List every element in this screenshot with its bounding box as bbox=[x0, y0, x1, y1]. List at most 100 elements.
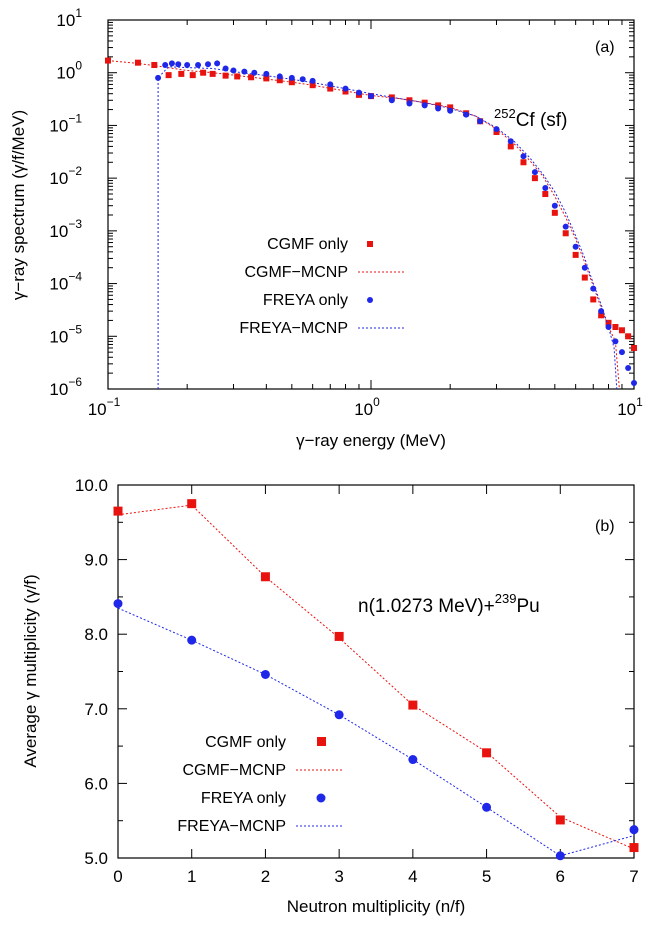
series-b-2-point bbox=[629, 825, 639, 835]
series-a-2-point bbox=[421, 102, 428, 109]
series-a-2-point bbox=[327, 81, 334, 88]
legend-a-cgmf-only: CGMF only bbox=[267, 236, 348, 253]
series-b-3-line bbox=[117, 607, 635, 857]
legend-b-cgmf-mcnp: CGMF−MCNP bbox=[182, 762, 286, 779]
series-b-0-point bbox=[260, 572, 270, 582]
y-tick-label: 10.0 bbox=[75, 476, 108, 495]
series-a-2-point bbox=[195, 62, 202, 69]
series-a-2-point bbox=[520, 153, 527, 160]
series-a-0-point bbox=[631, 344, 637, 351]
legend-b-freya-only-marker bbox=[316, 793, 326, 803]
legend-a-freya-only: FREYA only bbox=[263, 292, 348, 309]
y-tick-label: 6.0 bbox=[84, 774, 108, 793]
legend-b-cgmf-only-marker bbox=[317, 737, 326, 746]
x-tick-label-base: 10 bbox=[354, 400, 373, 419]
x-tick-label: 2 bbox=[261, 867, 270, 886]
y-tick-label-exp: −3 bbox=[68, 217, 82, 231]
panel-b-x-axis-label: Neutron multiplicity (n/f) bbox=[287, 897, 466, 916]
series-b-0-point bbox=[629, 843, 639, 853]
series-a-2-point bbox=[542, 185, 549, 192]
series-a-2-point bbox=[590, 285, 597, 292]
series-a-2-point bbox=[162, 62, 169, 69]
series-a-0-point bbox=[178, 70, 185, 77]
y-tick-label-exp: 0 bbox=[75, 59, 82, 73]
panel-a-label: (a) bbox=[595, 39, 615, 56]
x-tick-label: 3 bbox=[334, 867, 343, 886]
y-tick-label: 10−3 bbox=[49, 217, 82, 241]
y-tick-label-base: 10 bbox=[56, 11, 75, 30]
y-tick-label: 10−5 bbox=[49, 322, 82, 346]
panel-b-plot-frame bbox=[117, 484, 635, 859]
panel-a-legend: CGMF only CGMF−MCNP FREYA only FREYA−MCN… bbox=[239, 236, 405, 337]
x-tick-label: 5 bbox=[482, 867, 491, 886]
y-tick-label-base: 10 bbox=[49, 222, 68, 241]
series-a-2-point bbox=[230, 67, 237, 74]
panel-b-legend: CGMF only CGMF−MCNP FREYA only FREYA−MCN… bbox=[177, 734, 343, 835]
y-tick-label: 10−2 bbox=[49, 164, 82, 188]
series-a-0-point bbox=[598, 312, 605, 319]
legend-b-cgmf-only: CGMF only bbox=[205, 734, 286, 751]
series-a-0-point bbox=[189, 72, 196, 79]
series-a-0-point bbox=[520, 159, 527, 166]
legend-a-freya-only-marker bbox=[367, 297, 373, 303]
x-tick-label: 7 bbox=[629, 867, 638, 886]
series-b-0-point bbox=[187, 499, 197, 509]
series-a-0-point bbox=[562, 230, 569, 237]
series-b-0-point bbox=[113, 506, 123, 516]
series-a-0-point bbox=[551, 209, 558, 216]
panel-b-annotation-text: n(1.0273 MeV)+ bbox=[358, 596, 495, 617]
series-b-2-point bbox=[187, 635, 197, 645]
series-a-2-point bbox=[222, 65, 229, 72]
series-b-2-point bbox=[260, 669, 270, 679]
series-a-3-line bbox=[157, 66, 618, 390]
series-a-0-point bbox=[581, 274, 588, 281]
series-b-0-point bbox=[334, 631, 344, 641]
series-a-0-point bbox=[507, 143, 514, 150]
series-a-2-point bbox=[168, 60, 175, 67]
y-tick-label: 7.0 bbox=[84, 700, 108, 719]
x-tick-label: 1 bbox=[187, 867, 196, 886]
series-a-2-point bbox=[184, 62, 191, 69]
series-a-0-point bbox=[234, 73, 241, 80]
series-a-0-point bbox=[590, 296, 597, 303]
panel-a-y-axis-label: γ−ray spectrum (γ/f/MeV) bbox=[9, 110, 28, 300]
series-a-2-point bbox=[572, 243, 579, 250]
y-tick-label: 9.0 bbox=[84, 551, 108, 570]
series-a-0-point bbox=[165, 72, 172, 79]
series-b-0-point bbox=[482, 748, 492, 758]
x-tick-label-base: 10 bbox=[617, 400, 636, 419]
panel-b-annotation-sup: 239 bbox=[495, 591, 517, 606]
series-a-0-point bbox=[531, 175, 538, 182]
series-a-2-point bbox=[581, 264, 588, 271]
series-a-2-point bbox=[598, 308, 605, 315]
series-b-0-point bbox=[408, 700, 418, 710]
series-a-2-point bbox=[263, 70, 270, 77]
series-a-0-point bbox=[263, 75, 270, 82]
legend-a-cgmf-mcnp: CGMF−MCNP bbox=[244, 264, 348, 281]
panel-b-multiplicity: 0 1 2 3 4 5 6 7 5.0 6.0 7.0 8.0 9.0 10.0 (b) n(1.0273… bbox=[21, 476, 639, 916]
x-tick-label: 4 bbox=[408, 867, 417, 886]
panel-a-spectrum: 10−1 100 10110−610−510−410−310−210−1100101… bbox=[9, 6, 643, 450]
series-a-0-point bbox=[222, 72, 229, 79]
x-tick-label-exp: −1 bbox=[107, 395, 121, 409]
series-a-2-point bbox=[276, 73, 283, 80]
panel-b-series bbox=[113, 499, 639, 861]
panel-a-annotation-text: Cf (sf) bbox=[516, 110, 568, 131]
series-a-2-point bbox=[562, 223, 569, 230]
panel-a-series bbox=[105, 57, 637, 390]
y-tick-label: 100 bbox=[56, 59, 82, 83]
series-b-2-point bbox=[555, 851, 565, 861]
y-tick-label-base: 10 bbox=[49, 380, 68, 399]
series-a-0-point bbox=[542, 191, 549, 198]
series-a-2-point bbox=[605, 324, 612, 331]
series-a-2-point bbox=[625, 365, 632, 372]
panel-b-label: (b) bbox=[595, 518, 615, 535]
series-a-2-point bbox=[175, 61, 182, 68]
y-tick-label-base: 10 bbox=[49, 327, 68, 346]
series-a-2-point bbox=[531, 169, 538, 176]
y-tick-label-base: 10 bbox=[56, 64, 75, 83]
panel-b-annotation: n(1.0273 MeV)+239Pu bbox=[358, 591, 540, 617]
x-tick-label: 10−1 bbox=[88, 395, 121, 419]
